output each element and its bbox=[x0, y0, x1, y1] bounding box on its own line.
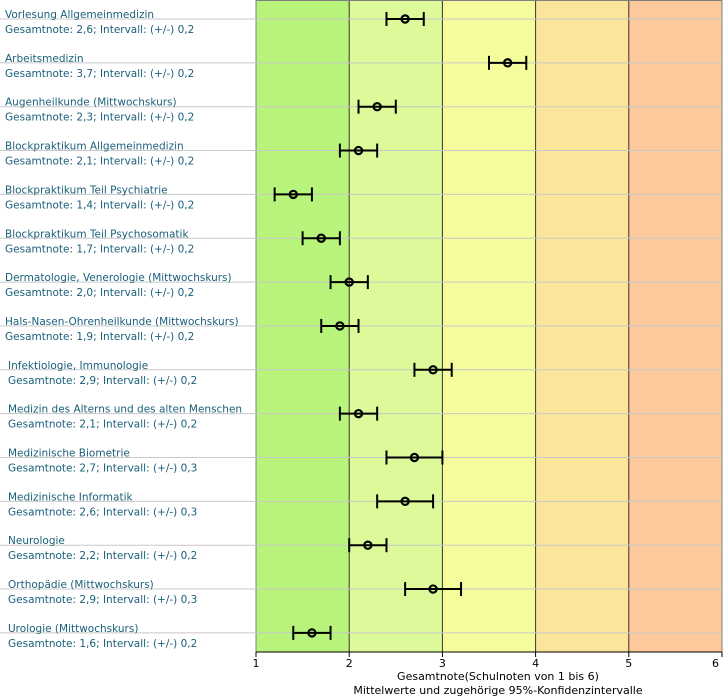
mean-point bbox=[335, 321, 345, 331]
course-name-label: Blockpraktikum Teil Psychiatrie bbox=[5, 184, 168, 196]
course-name-label: Blockpraktikum Teil Psychosomatik bbox=[5, 228, 189, 240]
course-stat-label: Gesamtnote: 2,0; Intervall: (+/-) 0,2 bbox=[5, 287, 194, 299]
mean-point bbox=[428, 365, 438, 375]
course-name-label: Dermatologie, Venerologie (Mittwochskurs… bbox=[5, 272, 232, 284]
mean-point bbox=[353, 408, 364, 419]
course-name-label: Urologie (Mittwochskurs) bbox=[8, 623, 138, 635]
mean-point bbox=[307, 628, 317, 638]
course-stat-label: Gesamtnote: 2,2; Intervall: (+/-) 0,2 bbox=[8, 550, 197, 562]
x-axis: Gesamtnote(Schulnoten von 1 bis 6) Mitte… bbox=[253, 651, 723, 697]
course-name-label: Hals-Nasen-Ohrenheilkunde (Mittwochskurs… bbox=[5, 316, 239, 328]
x-axis-title: Gesamtnote(Schulnoten von 1 bis 6) bbox=[397, 670, 599, 683]
x-axis-subtitle: Mittelwerte und zugehörige 95%-Konfidenz… bbox=[353, 684, 643, 697]
x-tick-label: 2 bbox=[346, 657, 353, 670]
x-tick-label: 3 bbox=[439, 657, 446, 670]
x-tick-label: 4 bbox=[532, 657, 539, 670]
course-stat-label: Gesamtnote: 2,3; Intervall: (+/-) 0,2 bbox=[5, 112, 194, 124]
course-name-label: Medizinische Biometrie bbox=[8, 448, 130, 460]
course-name-label: Blockpraktikum Allgemeinmedizin bbox=[5, 141, 184, 153]
x-tick-label: 5 bbox=[625, 657, 632, 670]
course-stat-label: Gesamtnote: 2,6; Intervall: (+/-) 0,2 bbox=[5, 24, 194, 36]
course-stat-label: Gesamtnote: 2,1; Intervall: (+/-) 0,2 bbox=[8, 419, 197, 431]
course-stat-label: Gesamtnote: 2,9; Intervall: (+/-) 0,2 bbox=[8, 375, 197, 387]
mean-point bbox=[400, 496, 410, 507]
mean-point bbox=[428, 584, 438, 594]
course-stat-label: Gesamtnote: 1,6; Intervall: (+/-) 0,2 bbox=[8, 638, 197, 650]
mean-point bbox=[353, 145, 364, 156]
error-bar-marks bbox=[273, 12, 528, 640]
mean-point bbox=[288, 189, 298, 200]
course-stat-label: Gesamtnote: 3,7; Intervall: (+/-) 0,2 bbox=[5, 68, 194, 80]
course-name-label: Medizinische Informatik bbox=[8, 491, 133, 503]
mean-point bbox=[502, 58, 513, 68]
mean-point bbox=[344, 277, 354, 287]
course-labels: Vorlesung Allgemeinmedizin Gesamtnote: 2,… bbox=[5, 9, 242, 650]
course-name-label: Infektiologie, Immunologie bbox=[8, 360, 148, 372]
course-name-label: Neurologie bbox=[8, 535, 65, 547]
course-name-label: Medizin des Alterns und des alten Mensch… bbox=[8, 404, 242, 416]
course-name-label: Augenheilkunde (Mittwochskurs) bbox=[5, 97, 177, 109]
course-name-label: Arbeitsmedizin bbox=[5, 53, 83, 65]
mean-point bbox=[316, 233, 326, 243]
mean-point bbox=[400, 14, 410, 24]
mean-point bbox=[372, 101, 382, 112]
course-stat-label: Gesamtnote: 2,1; Intervall: (+/-) 0,2 bbox=[5, 156, 194, 168]
course-stat-label: Gesamtnote: 2,6; Intervall: (+/-) 0,3 bbox=[8, 506, 197, 518]
course-name-label: Orthopädie (Mittwochskurs) bbox=[8, 579, 154, 591]
course-stat-label: Gesamtnote: 2,7; Intervall: (+/-) 0,3 bbox=[8, 463, 197, 475]
course-name-label: Vorlesung Allgemeinmedizin bbox=[5, 9, 154, 21]
course-stat-label: Gesamtnote: 1,9; Intervall: (+/-) 0,2 bbox=[5, 331, 194, 343]
x-tick-label: 1 bbox=[253, 657, 260, 670]
course-stat-label: Gesamtnote: 1,4; Intervall: (+/-) 0,2 bbox=[5, 199, 194, 211]
course-stat-label: Gesamtnote: 2,9; Intervall: (+/-) 0,3 bbox=[8, 594, 197, 606]
x-tick-label: 6 bbox=[712, 657, 719, 670]
course-stat-label: Gesamtnote: 1,7; Intervall: (+/-) 0,2 bbox=[5, 243, 194, 255]
mean-point bbox=[363, 540, 373, 550]
mean-point bbox=[409, 452, 420, 463]
